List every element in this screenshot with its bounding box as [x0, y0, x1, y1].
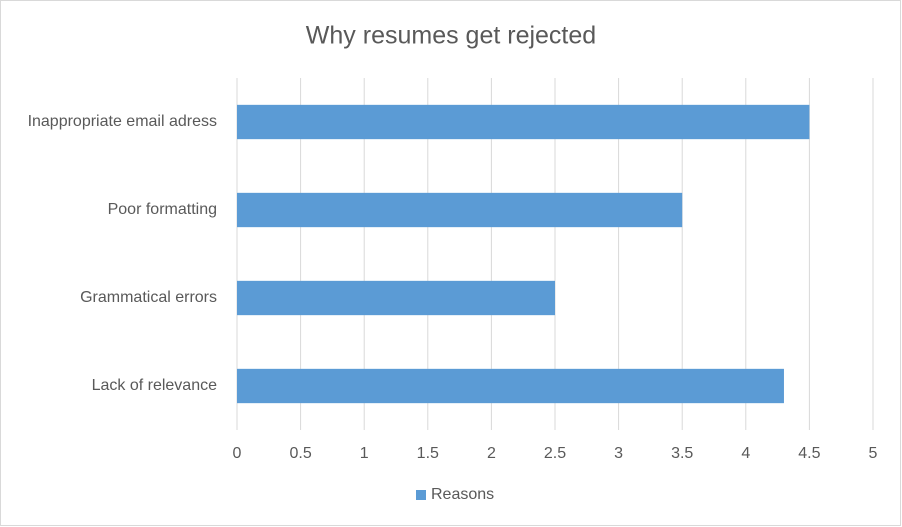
x-tick-label: 5	[869, 445, 878, 462]
bar	[237, 368, 784, 404]
bar	[237, 192, 683, 228]
y-tick-label: Poor formatting	[108, 201, 217, 218]
y-tick-label: Grammatical errors	[80, 289, 217, 306]
x-tick-label: 0	[233, 445, 242, 462]
x-tick-label: 0.5	[289, 445, 311, 462]
bar	[237, 104, 810, 140]
x-tick-label: 4	[741, 445, 750, 462]
x-tick-label: 1	[360, 445, 369, 462]
x-tick-label: 2	[487, 445, 496, 462]
y-tick-label: Lack of relevance	[92, 377, 218, 394]
legend-label: Reasons	[431, 486, 494, 503]
x-tick-label: 3.5	[671, 445, 693, 462]
chart-title: Why resumes get rejected	[306, 22, 596, 50]
legend-swatch	[416, 490, 426, 500]
x-tick-label: 2.5	[544, 445, 566, 462]
x-tick-label: 4.5	[798, 445, 820, 462]
y-tick-label: Inappropriate email adress	[28, 113, 217, 130]
x-tick-label: 1.5	[417, 445, 439, 462]
bar	[237, 280, 555, 316]
x-tick-label: 3	[614, 445, 623, 462]
